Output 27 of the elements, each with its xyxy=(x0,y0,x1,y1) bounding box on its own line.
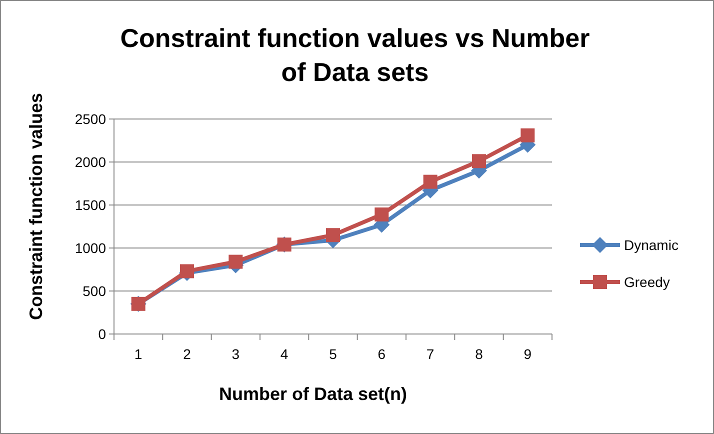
point xyxy=(228,254,243,269)
x-tick-label: 9 xyxy=(524,346,532,362)
point xyxy=(520,128,535,142)
point xyxy=(423,174,438,189)
x-tick-label: 4 xyxy=(280,346,288,362)
point xyxy=(326,228,340,242)
legend-label: Greedy xyxy=(624,274,670,290)
y-tick-label: 1500 xyxy=(74,197,106,213)
x-tick-label: 8 xyxy=(475,346,484,362)
x-tick-label: 3 xyxy=(232,346,240,362)
point xyxy=(374,207,389,222)
x-tick-label: 6 xyxy=(378,346,386,362)
y-tick-label: 2500 xyxy=(74,111,106,127)
x-tick-label: 5 xyxy=(329,346,338,362)
chart-title: Constraint function values vs Number of Data sets xyxy=(120,23,590,87)
y-tick-label: 500 xyxy=(82,283,106,299)
x-tick-label: 1 xyxy=(134,346,142,362)
y-axis-title: Constraint function values xyxy=(26,92,46,320)
y-tick-label: 0 xyxy=(98,326,106,342)
legend-label: Dynamic xyxy=(624,237,678,253)
x-axis-title: Number of Data set(n) xyxy=(218,384,408,404)
x-tick-label: 7 xyxy=(426,346,434,362)
x-tick-label: 2 xyxy=(183,346,192,362)
y-tick-label: 2000 xyxy=(74,154,106,170)
point xyxy=(472,154,486,168)
y-tick-label: 1000 xyxy=(74,240,106,256)
point xyxy=(180,264,194,278)
